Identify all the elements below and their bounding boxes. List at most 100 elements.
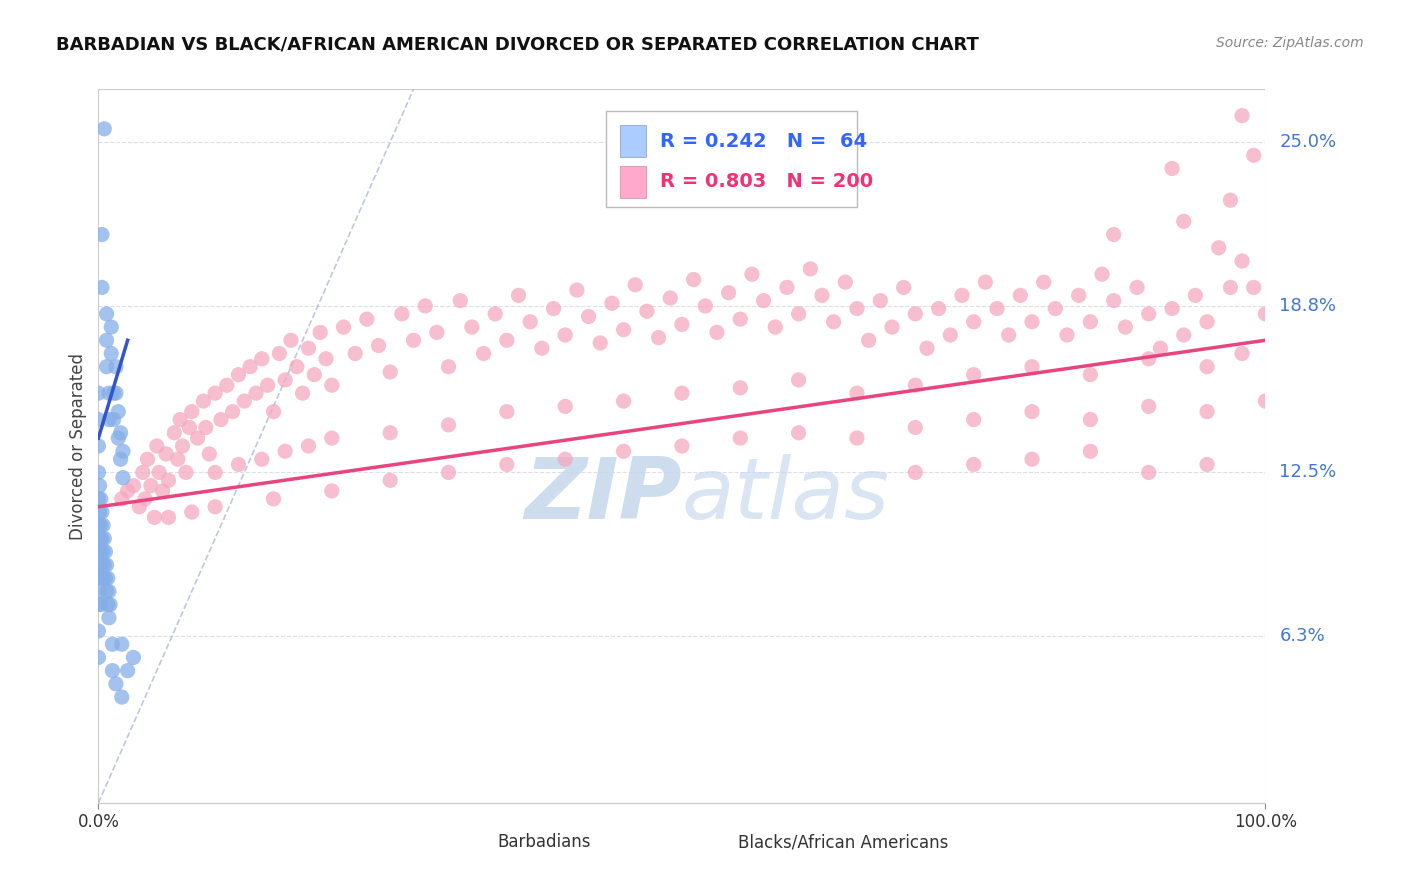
Point [122,478,145,492]
Point [1243,280,1265,294]
Point [132,466,155,480]
Point [90,532,112,546]
Point [96,333,118,347]
Point [233,394,256,409]
Point [461,320,484,334]
Point [1045,301,1067,316]
Point [647,331,669,345]
Point [90,505,112,519]
Point [256,378,278,392]
Point [321,378,343,392]
Point [846,431,869,445]
FancyBboxPatch shape [465,828,492,855]
Point [671,439,693,453]
Point [103,412,125,426]
Point [97,611,120,625]
Point [250,452,273,467]
Point [671,318,693,332]
Point [204,466,226,480]
Point [172,439,194,453]
Point [496,333,519,347]
Point [269,346,291,360]
Point [869,293,891,308]
Point [1219,193,1241,207]
Point [111,471,134,485]
Point [87,491,110,506]
Point [90,227,112,242]
Point [239,359,262,374]
Point [97,598,120,612]
Point [97,584,120,599]
Point [148,466,170,480]
Point [741,267,763,281]
Point [1230,109,1253,123]
Point [100,320,122,334]
Point [117,664,139,678]
Point [1195,404,1218,418]
FancyBboxPatch shape [620,125,645,157]
Point [962,315,984,329]
Point [1137,466,1160,480]
Point [1137,400,1160,414]
Point [280,333,302,347]
Point [624,277,647,292]
Point [950,288,973,302]
Point [285,359,308,374]
Point [846,386,869,401]
Point [89,584,111,599]
Point [93,16,115,30]
Text: atlas: atlas [682,454,890,538]
Point [1137,307,1160,321]
Point [752,293,775,308]
Point [90,571,112,585]
Point [1195,359,1218,374]
Point [89,532,111,546]
Point [274,373,297,387]
Point [91,518,114,533]
Point [787,425,810,440]
Point [893,280,915,294]
Point [1173,214,1195,228]
Point [589,335,612,350]
Point [1208,241,1230,255]
Point [1195,315,1218,329]
Point [904,307,927,321]
Point [1080,368,1102,382]
Point [93,532,115,546]
Point [787,373,810,387]
Text: 18.8%: 18.8% [1279,297,1336,315]
Point [1184,288,1206,302]
Point [111,444,134,458]
Point [823,315,845,329]
Point [332,320,354,334]
Point [90,518,112,533]
Point [682,272,704,286]
Text: R = 0.803   N = 200: R = 0.803 N = 200 [659,172,873,192]
Point [187,431,209,445]
Point [250,351,273,366]
Point [356,312,378,326]
Point [315,351,337,366]
Text: Source: ZipAtlas.com: Source: ZipAtlas.com [1216,36,1364,50]
Point [100,346,122,360]
Point [1137,351,1160,366]
Point [391,307,413,321]
Point [437,417,460,432]
Text: Barbadians: Barbadians [498,833,591,851]
Point [811,288,834,302]
Point [174,466,197,480]
Point [554,452,576,467]
Point [194,420,217,434]
Point [91,545,114,559]
Point [262,491,284,506]
Point [97,412,120,426]
Point [380,425,402,440]
Point [228,368,250,382]
Point [730,312,752,326]
Point [89,558,111,572]
Point [962,412,984,426]
Point [155,447,177,461]
Point [87,650,110,665]
Point [215,378,238,392]
Point [1021,452,1043,467]
